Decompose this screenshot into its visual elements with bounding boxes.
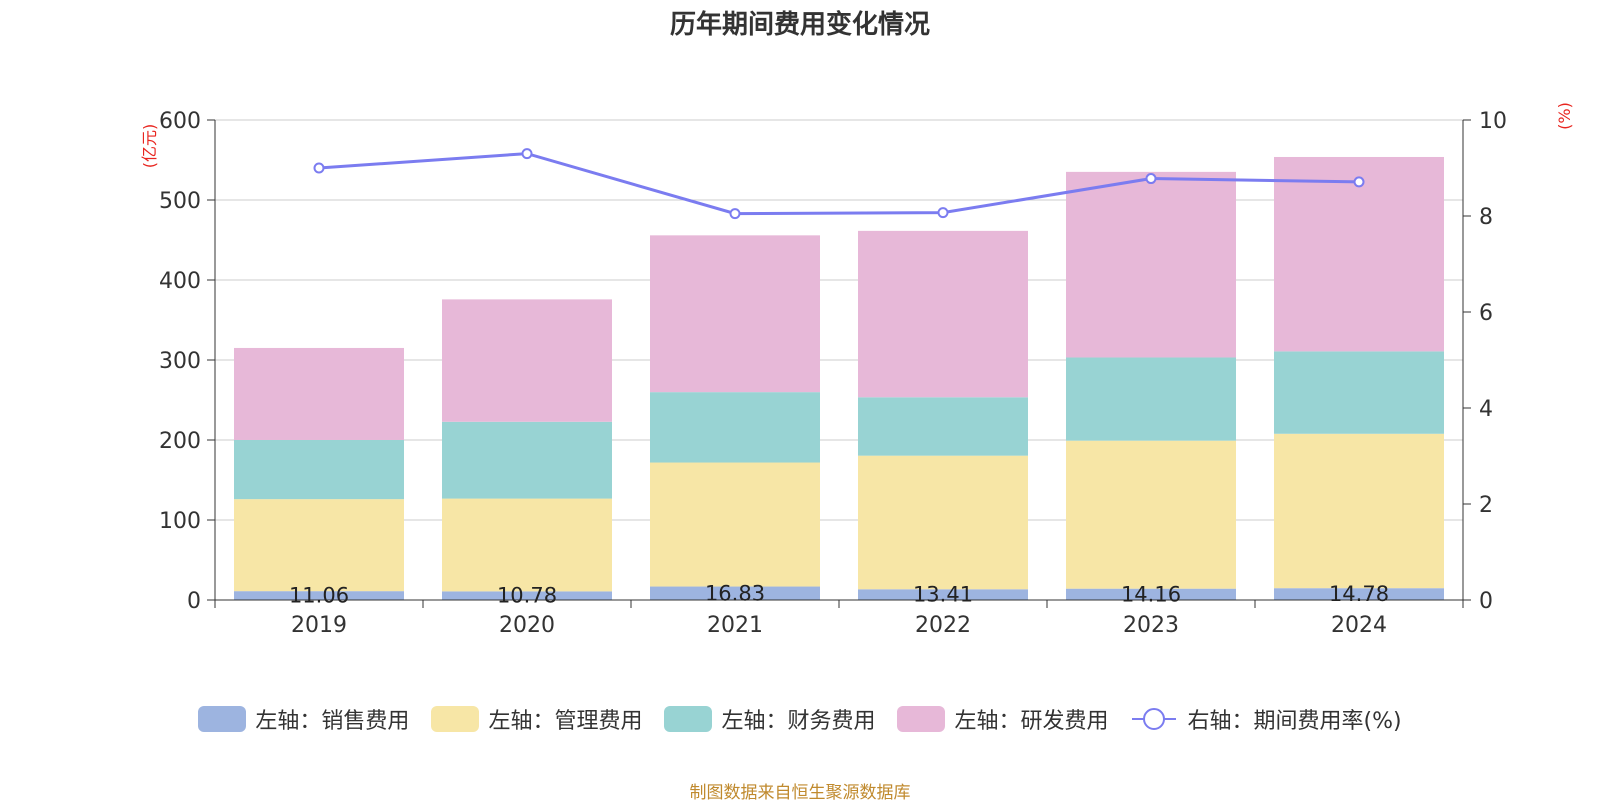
y-right-tick-label: 8 [1479, 205, 1493, 230]
x-tick-label: 2021 [707, 613, 763, 638]
bar-segment-sales-2022 [858, 589, 1028, 600]
data-label-sales-2020: 10.78 [497, 584, 557, 608]
point-expense-rate-2020 [521, 148, 533, 160]
legend-swatch-admin [431, 706, 480, 732]
data-label-sales-2019: 11.06 [289, 584, 349, 608]
y-left-tick-label: 200 [159, 429, 201, 454]
y-right-axis-label: (%) [1555, 102, 1574, 130]
point-expense-rate-2023 [1145, 173, 1157, 185]
legend-line-marker-icon [1132, 708, 1177, 730]
bar-segment-admin-2021 [650, 462, 820, 587]
legend-item-rd[interactable]: 左轴：研发费用 [897, 703, 1108, 735]
legend-swatch-rd [897, 706, 946, 732]
data-label-sales-2024: 14.78 [1329, 582, 1389, 606]
y-right-tick-label: 0 [1479, 589, 1493, 614]
legend: 左轴：销售费用 左轴：管理费用 左轴：财务费用 左轴：研发费用 右轴：期间费用率… [0, 703, 1600, 735]
bar-segment-finance-2019 [234, 439, 404, 500]
bar-segment-sales-2020 [442, 591, 612, 600]
bar-segment-rd-2024 [1274, 156, 1444, 352]
line-expense-rate [318, 152, 1360, 216]
bar-segment-finance-2024 [1274, 351, 1444, 434]
bar-segment-finance-2020 [442, 421, 612, 499]
y-left-tick-label: 600 [159, 109, 201, 134]
point-expense-rate-2021 [729, 208, 741, 220]
x-tick-label: 2024 [1331, 613, 1387, 638]
legend-swatch-sales [198, 706, 247, 732]
data-label-sales-2021: 16.83 [705, 581, 765, 605]
legend-label-rd: 左轴：研发费用 [954, 709, 1109, 734]
bar-segment-admin-2024 [1274, 433, 1444, 589]
bar-segment-rd-2020 [442, 299, 612, 422]
bar-segment-finance-2023 [1066, 357, 1236, 441]
x-tick-label: 2019 [291, 613, 347, 638]
data-label-sales-2022: 13.41 [913, 583, 973, 607]
point-expense-rate-2019 [313, 162, 325, 174]
bar-segment-sales-2021 [650, 586, 820, 600]
y-right-tick-label: 6 [1479, 301, 1493, 326]
y-right-tick-label: 4 [1479, 397, 1493, 422]
chart-canvas: 0 100 200 300 400 500 600 0 2 4 6 8 10 (亿元) (%) 2019 202… [140, 102, 1574, 638]
bar-segment-admin-2019 [234, 499, 404, 592]
x-tick-label: 2020 [499, 613, 555, 638]
legend-item-expense-rate[interactable]: 右轴：期间费用率(%) [1130, 703, 1402, 735]
bar-segment-rd-2021 [650, 235, 820, 393]
point-expense-rate-2022 [937, 207, 949, 219]
data-source-note: 制图数据来自恒生聚源数据库 [689, 783, 911, 803]
legend-label-expense-rate: 右轴：期间费用率(%) [1187, 709, 1402, 734]
legend-item-admin[interactable]: 左轴：管理费用 [431, 703, 642, 735]
legend-label-finance: 左轴：财务费用 [721, 709, 876, 734]
bar-segment-sales-2019 [234, 591, 404, 600]
chart-title: 历年期间费用变化情况 [669, 10, 930, 40]
y-left-tick-label: 0 [187, 589, 201, 614]
legend-label-sales: 左轴：销售费用 [255, 709, 410, 734]
legend-label-admin: 左轴：管理费用 [488, 709, 643, 734]
y-right-tick-label: 2 [1479, 493, 1493, 518]
bar-segment-rd-2023 [1066, 171, 1236, 358]
bar-segment-admin-2020 [442, 498, 612, 592]
bar-segment-admin-2022 [858, 455, 1028, 590]
bar-segment-rd-2022 [858, 230, 1028, 398]
legend-item-finance[interactable]: 左轴：财务费用 [664, 703, 875, 735]
x-tick-label: 2023 [1123, 613, 1179, 638]
bar-segment-admin-2023 [1066, 440, 1236, 589]
bar-segment-sales-2023 [1066, 588, 1236, 600]
y-left-axis-label: (亿元) [140, 124, 159, 169]
y-left-tick-label: 500 [159, 189, 201, 214]
bar-segment-rd-2019 [234, 347, 404, 440]
bar-segment-finance-2022 [858, 397, 1028, 456]
data-label-sales-2023: 14.16 [1121, 582, 1181, 606]
legend-item-sales[interactable]: 左轴：销售费用 [198, 703, 409, 735]
y-left-tick-label: 400 [159, 269, 201, 294]
y-left-tick-label: 100 [159, 509, 201, 534]
legend-swatch-finance [664, 706, 713, 732]
bar-segment-finance-2021 [650, 392, 820, 463]
point-expense-rate-2024 [1353, 176, 1365, 188]
bar-segment-sales-2024 [1274, 588, 1444, 600]
y-left-tick-label: 300 [159, 349, 201, 374]
x-tick-label: 2022 [915, 613, 971, 638]
y-right-tick-label: 10 [1479, 109, 1507, 134]
